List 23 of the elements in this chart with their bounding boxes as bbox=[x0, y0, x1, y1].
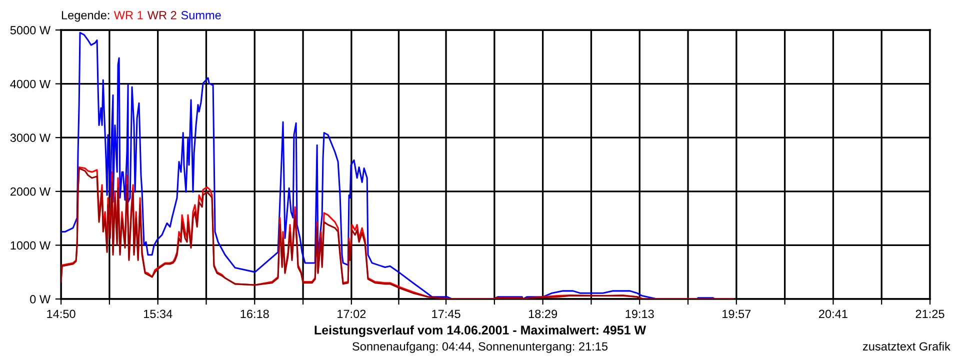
y-tick-label: 5000 W bbox=[10, 26, 51, 34]
y-tick-label: 4000 W bbox=[10, 80, 51, 88]
x-tick-label: 21:25 bbox=[916, 310, 944, 318]
legend-title: Legende: bbox=[62, 10, 110, 22]
x-tick-label: 14:50 bbox=[47, 310, 76, 318]
y-tick-label: 0 W bbox=[30, 295, 51, 304]
x-tick-label: 15:34 bbox=[144, 310, 172, 318]
x-tick-label: 17:02 bbox=[338, 310, 366, 318]
x-tick-label: 18:29 bbox=[528, 310, 558, 318]
x-tick-label: 16:18 bbox=[240, 310, 269, 318]
y-tick-label: 2000 W bbox=[10, 187, 51, 196]
text: Leistungsverlauf vom 14.06.2001 - Maximalwert: 4951 W bbox=[314, 325, 646, 338]
text: WR 1 bbox=[114, 11, 143, 20]
x-tick-label: 17:45 bbox=[432, 310, 460, 318]
x-tick-label: 20:41 bbox=[819, 310, 848, 318]
text: Sonnenaufgang: 04:44, Sonnenuntergang: 21:15 bbox=[352, 342, 608, 353]
y-tick-label: 3000 W bbox=[10, 134, 51, 142]
x-tick-label: 19:13 bbox=[626, 310, 654, 318]
x-tick-label: 19:57 bbox=[722, 310, 751, 318]
text: Summe bbox=[181, 11, 221, 20]
text: WR 2 bbox=[147, 11, 176, 20]
text: zusatztext Grafik bbox=[862, 342, 950, 351]
y-tick-label: 1000 W bbox=[10, 241, 51, 250]
